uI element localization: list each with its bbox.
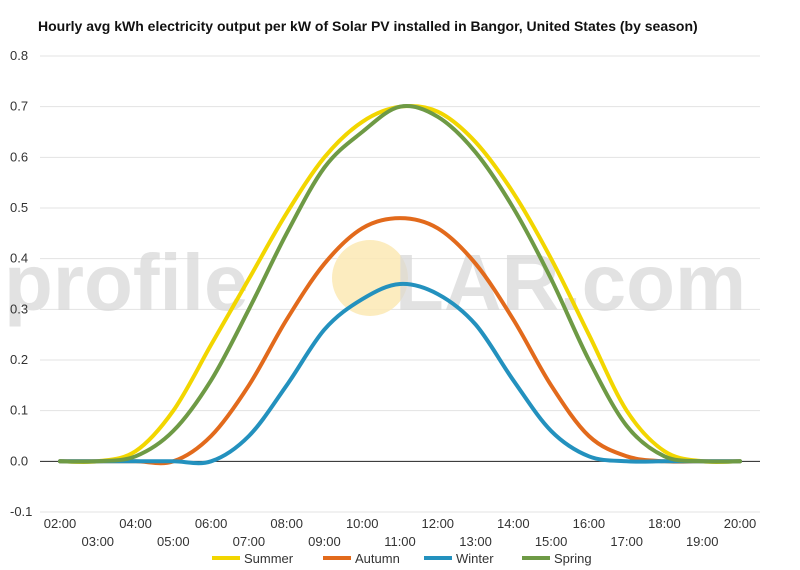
x-tick-label: 11:00 <box>384 534 416 549</box>
x-tick-label: 18:00 <box>648 516 681 531</box>
watermark-right: LAR.com <box>395 238 746 327</box>
y-tick-label: 0.5 <box>10 200 28 215</box>
legend-label-winter: Winter <box>456 551 494 566</box>
chart-title: Hourly avg kWh electricity output per kW… <box>38 18 698 34</box>
watermark: profile LAR.com <box>4 238 746 327</box>
x-tick-label: 15:00 <box>535 534 568 549</box>
legend: Summer Autumn Winter Spring <box>212 551 592 566</box>
x-tick-label: 12:00 <box>422 516 455 531</box>
y-tick-label: -0.1 <box>10 504 32 519</box>
y-tick-label: 0.8 <box>10 48 28 63</box>
legend-label-autumn: Autumn <box>355 551 400 566</box>
watermark-left: profile <box>4 238 248 327</box>
x-tick-label: 02:00 <box>44 516 77 531</box>
y-tick-label: 0.6 <box>10 149 28 164</box>
x-tick-label: 05:00 <box>157 534 190 549</box>
series-lines <box>58 103 742 466</box>
y-tick-label: 0.7 <box>10 99 28 114</box>
y-axis-ticks: -0.1 0.0 0.1 0.2 0.3 0.4 0.5 0.6 0.7 0.8 <box>10 48 32 519</box>
x-axis-ticks: 02:00 04:00 06:00 08:00 10:00 12:00 14:00 16:00… <box>44 516 757 549</box>
x-tick-label: 20:00 <box>724 516 757 531</box>
legend-label-spring: Spring <box>554 551 592 566</box>
x-tick-label: 06:00 <box>195 516 228 531</box>
y-tick-label: 0.3 <box>10 301 28 316</box>
series-line-winter <box>58 281 742 466</box>
series-line-spring <box>58 104 742 464</box>
x-tick-label: 13:00 <box>459 534 492 549</box>
x-tick-label: 08:00 <box>270 516 303 531</box>
x-tick-label: 07:00 <box>233 534 266 549</box>
x-tick-label: 04:00 <box>119 516 152 531</box>
x-tick-label: 10:00 <box>346 516 379 531</box>
y-tick-label: 0.1 <box>10 403 28 418</box>
x-tick-label: 17:00 <box>610 534 643 549</box>
x-tick-label: 19:00 <box>686 534 719 549</box>
sun-logo-icon <box>332 240 408 316</box>
x-tick-label: 03:00 <box>82 534 115 549</box>
x-tick-label: 16:00 <box>573 516 606 531</box>
x-tick-label: 14:00 <box>497 516 530 531</box>
y-tick-label: 0.4 <box>10 251 28 266</box>
legend-label-summer: Summer <box>244 551 294 566</box>
y-tick-label: 0.0 <box>10 453 28 468</box>
x-tick-label: 09:00 <box>308 534 341 549</box>
y-tick-label: 0.2 <box>10 352 28 367</box>
